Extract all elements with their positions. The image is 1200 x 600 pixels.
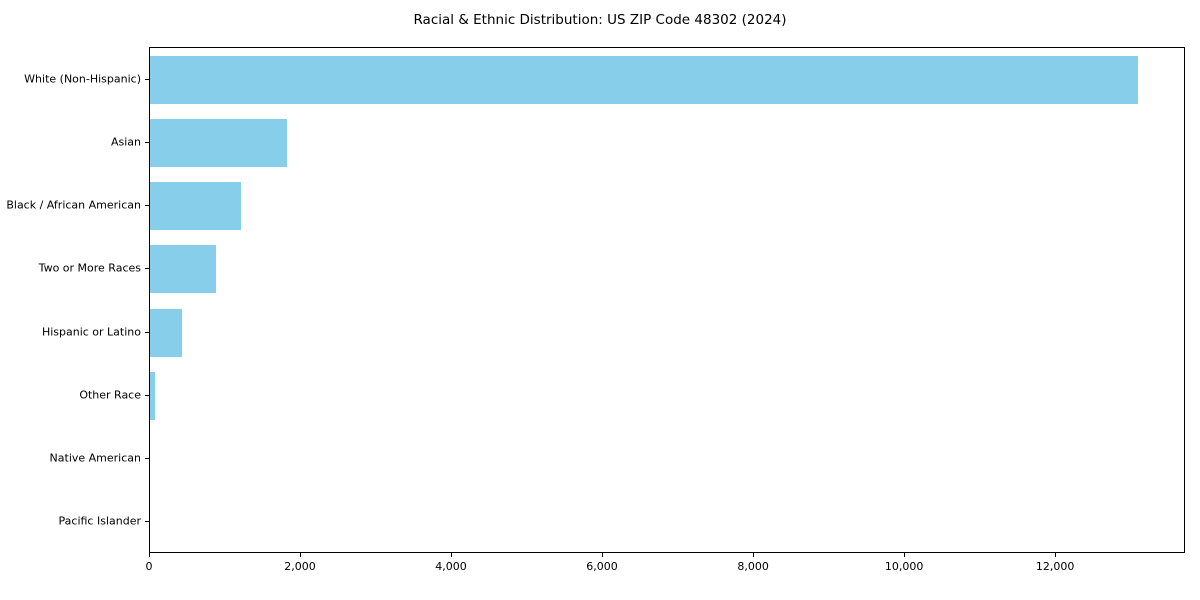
x-axis-tick-label: 8,000: [737, 560, 769, 573]
x-axis-tick-label: 4,000: [435, 560, 467, 573]
y-axis-tick-label: Two or More Races: [38, 261, 141, 275]
bar: [150, 371, 155, 420]
x-axis-tick-label: 2,000: [284, 560, 316, 573]
y-axis-tick-mark: [145, 331, 149, 333]
bar: [150, 245, 216, 294]
y-axis-tick-mark: [145, 394, 149, 396]
y-axis-tick-label: Black / African American: [6, 198, 141, 212]
bar: [150, 182, 241, 231]
bar: [150, 308, 183, 357]
y-axis-tick-label: Pacific Islander: [58, 514, 141, 528]
y-axis-tick-mark: [145, 141, 149, 143]
x-axis-tick-label: 10,000: [884, 560, 924, 573]
x-axis-tick-label: 12,000: [1035, 560, 1075, 573]
bar: [150, 118, 287, 167]
bar-series: [150, 48, 1184, 552]
x-axis-tick-mark: [451, 553, 453, 557]
x-axis-tick-mark: [753, 553, 755, 557]
bar: [150, 55, 1139, 104]
y-axis-tick-label: Asian: [110, 135, 141, 149]
y-axis-tick-mark: [145, 205, 149, 207]
y-axis-tick-mark: [145, 78, 149, 80]
x-axis-tick-mark: [904, 553, 906, 557]
y-axis-tick-label: Hispanic or Latino: [41, 325, 141, 339]
x-axis-tick-label: 0: [145, 560, 153, 573]
x-axis-tick-mark: [602, 553, 604, 557]
y-axis-tick-mark: [145, 521, 149, 523]
x-axis-tick-label: 6,000: [586, 560, 618, 573]
y-axis-tick-mark: [145, 268, 149, 270]
x-axis-tick-mark: [1055, 553, 1057, 557]
y-axis-tick-label: Native American: [49, 451, 141, 465]
x-axis-tick-mark: [300, 553, 302, 557]
y-axis-tick-label: White (Non-Hispanic): [24, 72, 141, 86]
plot-area: [149, 47, 1185, 553]
y-axis-tick-mark: [145, 458, 149, 460]
x-axis-tick-mark: [149, 553, 151, 557]
chart-title: Racial & Ethnic Distribution: US ZIP Cod…: [413, 12, 787, 28]
y-axis-tick-label: Other Race: [79, 388, 141, 402]
